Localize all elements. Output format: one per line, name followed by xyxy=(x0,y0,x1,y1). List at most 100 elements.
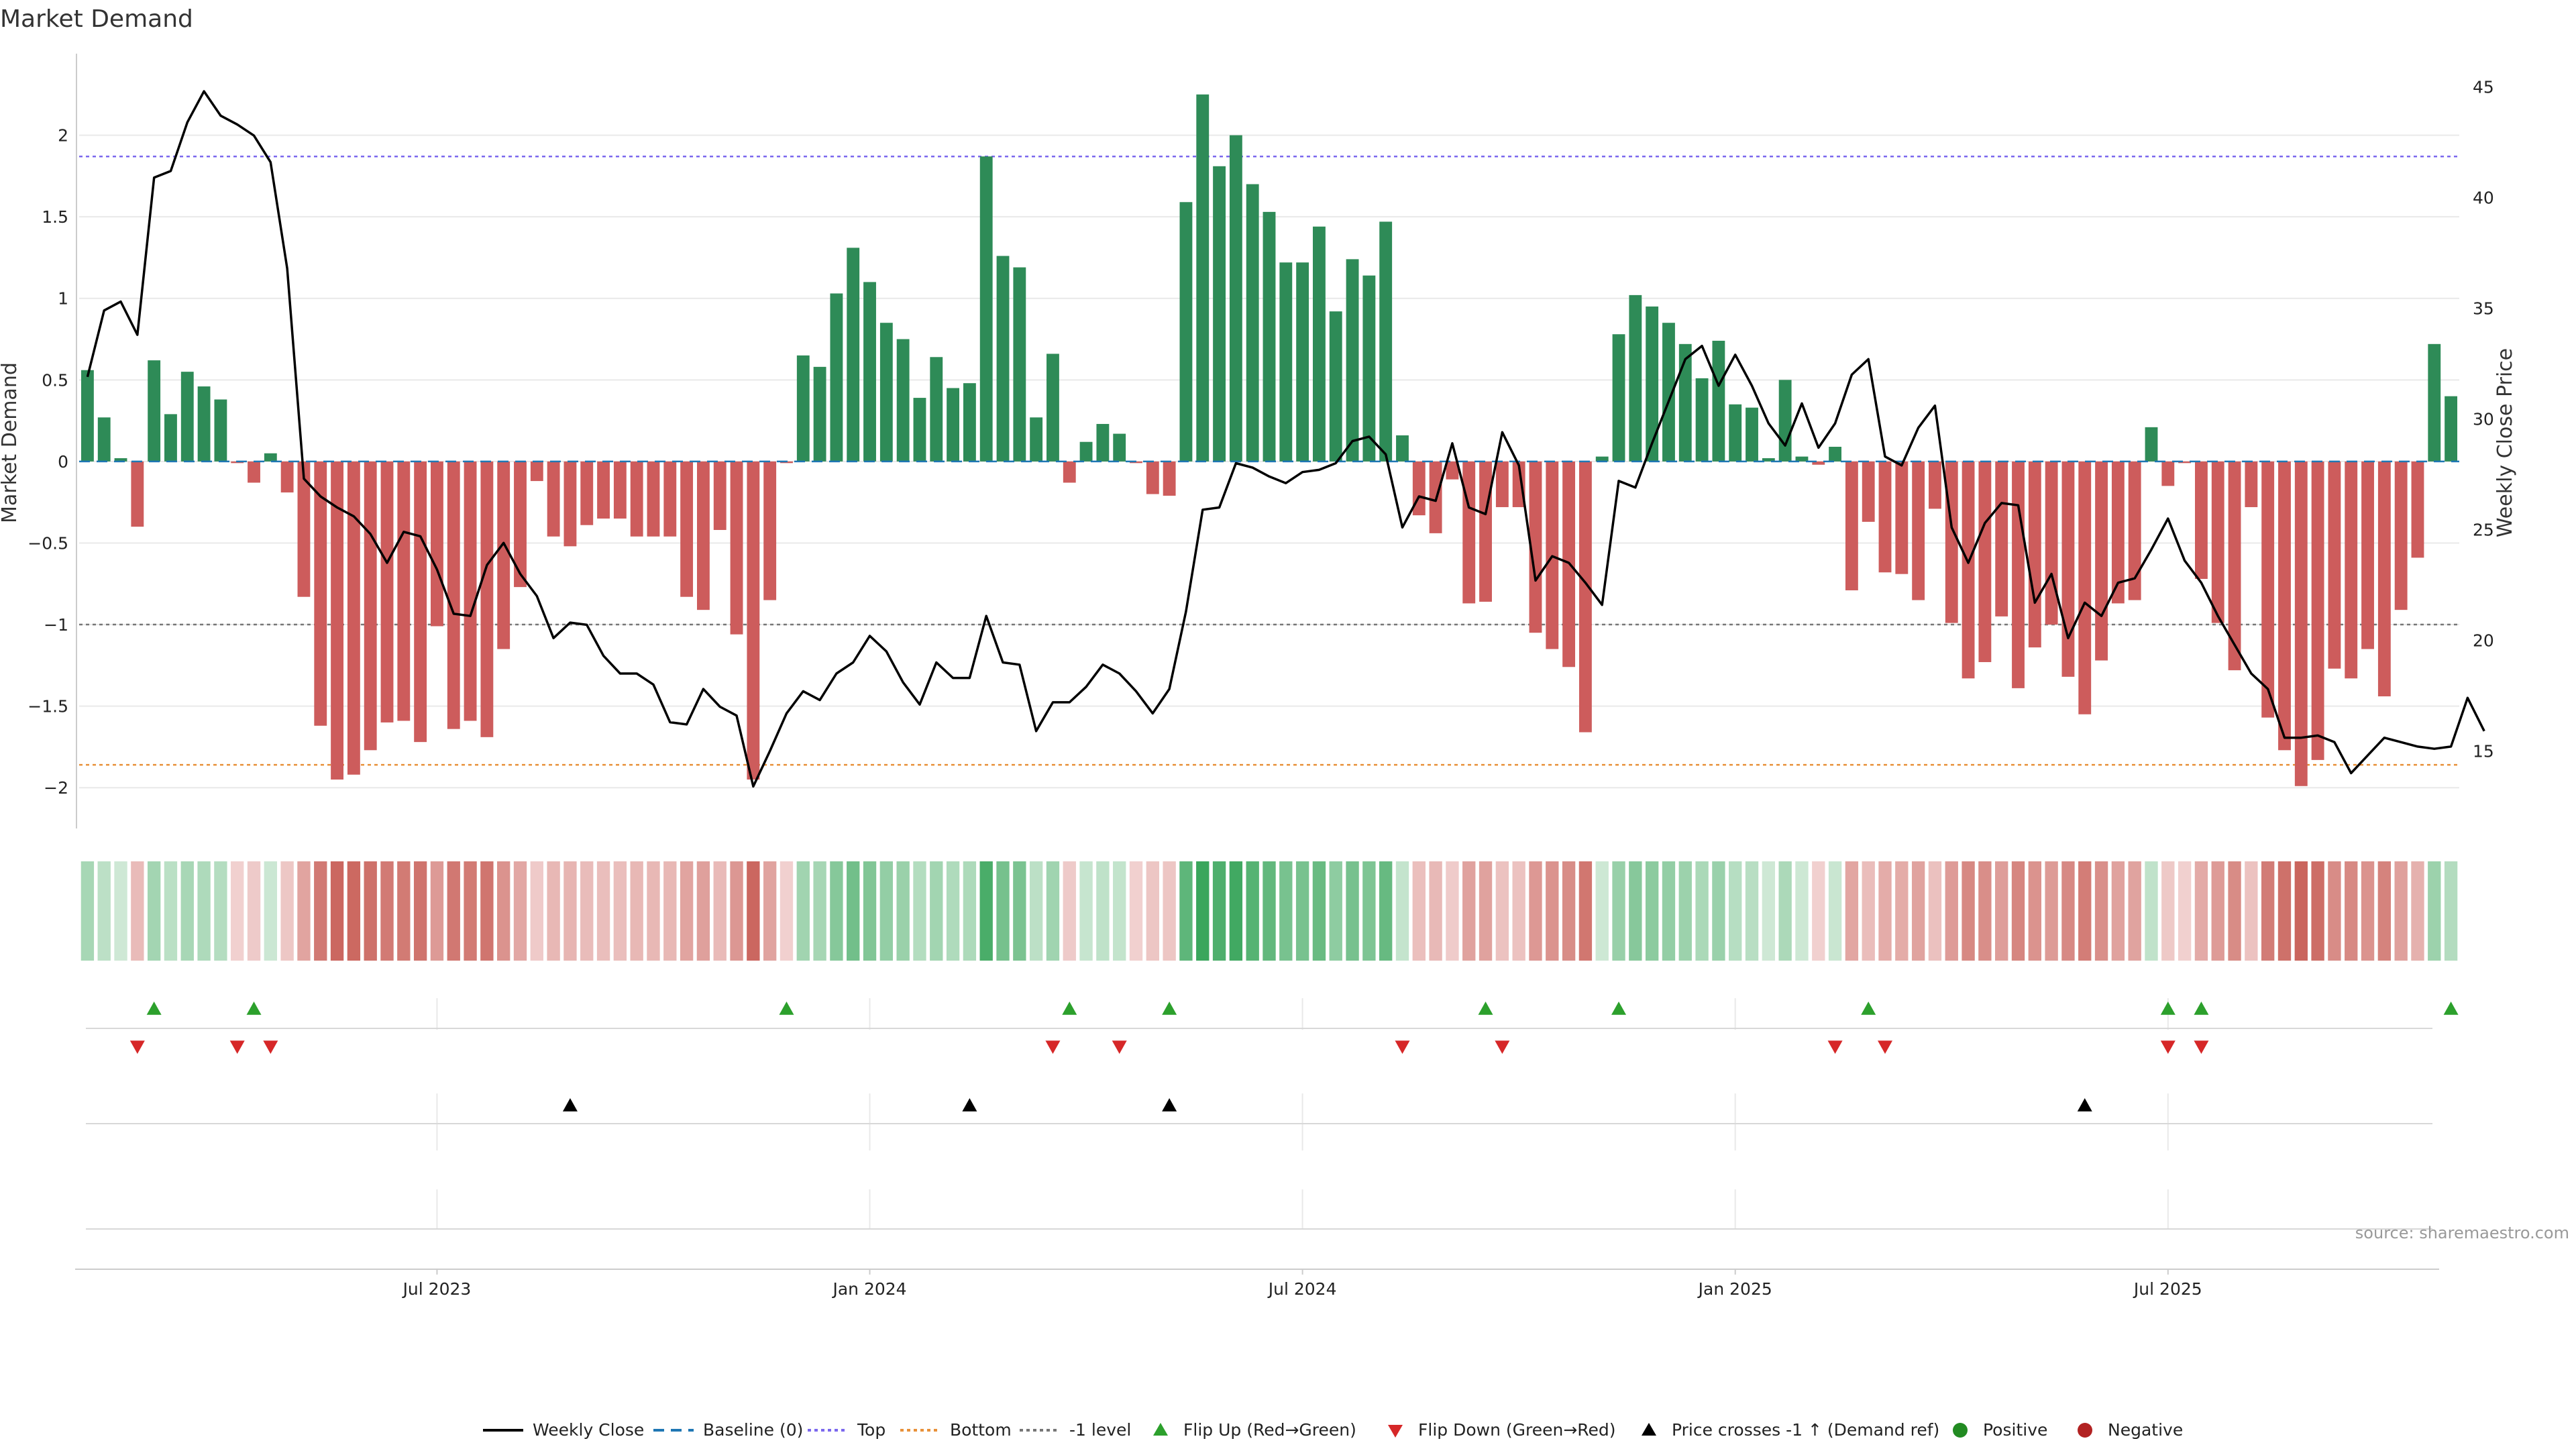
legend-item: Top xyxy=(808,1420,885,1440)
heat-cell xyxy=(97,861,111,961)
demand-bar xyxy=(1063,461,1076,483)
demand-bar xyxy=(1163,461,1176,496)
heat-cell xyxy=(613,861,627,961)
heat-cell xyxy=(1678,861,1692,961)
legend-swatch xyxy=(2078,1423,2092,1438)
demand-bar xyxy=(1712,340,1725,462)
flip-down-marker xyxy=(1045,1040,1061,1054)
heat-cell xyxy=(730,861,743,961)
demand-bar xyxy=(214,399,227,462)
demand-bar xyxy=(331,461,344,780)
heat-cell xyxy=(1529,861,1542,961)
demand-bar xyxy=(1146,461,1159,494)
heat-cell xyxy=(596,861,610,961)
heat-cell xyxy=(2411,861,2424,961)
heat-cell xyxy=(1512,861,1525,961)
demand-bar xyxy=(1795,456,1809,462)
left-tick-label: 0.5 xyxy=(42,370,68,390)
heat-cell xyxy=(1762,861,1776,961)
demand-bar xyxy=(1845,461,1858,590)
heat-cell xyxy=(1013,861,1026,961)
heat-cell xyxy=(513,861,527,961)
heat-cell xyxy=(447,861,460,961)
demand-bar xyxy=(97,417,111,462)
heat-cell xyxy=(1029,861,1043,961)
demand-bar xyxy=(1462,461,1476,604)
heat-cell xyxy=(747,861,760,961)
demand-bar xyxy=(280,461,294,493)
heat-cell xyxy=(380,861,394,961)
heat-cell xyxy=(1662,861,1676,961)
demand-bar xyxy=(1578,461,1592,733)
demand-bar xyxy=(680,461,694,597)
flip-up-marker xyxy=(2194,1002,2209,1015)
demand-bar xyxy=(1762,458,1775,462)
heat-cell xyxy=(1562,861,1576,961)
heat-cell xyxy=(1329,861,1342,961)
demand-bar xyxy=(180,372,194,462)
demand-bar xyxy=(2045,461,2058,625)
legend-item: Weekly Close xyxy=(483,1420,644,1440)
demand-bar xyxy=(2194,461,2208,579)
heat-cell xyxy=(2094,861,2108,961)
demand-bar xyxy=(2328,461,2341,669)
demand-bar xyxy=(2411,461,2424,558)
flip-up-marker xyxy=(2160,1002,2176,1015)
legend-label: Baseline (0) xyxy=(703,1420,803,1440)
demand-bar xyxy=(1995,461,2008,616)
heat-cell xyxy=(1163,861,1176,961)
left-tick-label: 1.5 xyxy=(42,207,68,227)
demand-bar xyxy=(447,461,460,729)
x-tick-label: Jan 2025 xyxy=(1697,1279,1772,1299)
heat-cell xyxy=(2228,861,2241,961)
demand-bar xyxy=(580,461,594,525)
heat-cell xyxy=(896,861,910,961)
demand-bar xyxy=(164,414,177,462)
heat-cell xyxy=(813,861,826,961)
heat-cell xyxy=(2211,861,2224,961)
heat-cell xyxy=(913,861,926,961)
heat-cell xyxy=(1046,861,1060,961)
left-y-axis: 2 1.5 1 0.5 0 −0.5 −1 −1.5 −2 xyxy=(28,54,77,828)
heat-cell xyxy=(1229,861,1243,961)
legend: Weekly Close Baseline (0) Top Bottom -1 leve… xyxy=(483,1420,2183,1440)
demand-bar xyxy=(1678,343,1692,462)
right-tick-label: 20 xyxy=(2473,631,2494,651)
demand-bar xyxy=(847,248,860,462)
x-axis: Jul 2023 Jan 2024 Jul 2024 Jan 2025 Jul 2025 xyxy=(402,1269,2202,1299)
legend-label: Bottom xyxy=(950,1420,1012,1440)
flip-up-marker xyxy=(146,1002,162,1015)
heat-cell xyxy=(247,861,261,961)
right-axis-label: Weekly Close Price xyxy=(2493,348,2517,537)
right-y-axis: 45 40 35 30 25 20 15 xyxy=(2473,78,2494,761)
demand-bar xyxy=(297,461,311,597)
source-note: source: sharemaestro.com xyxy=(2355,1224,2569,1242)
demand-bar xyxy=(380,461,394,722)
heat-cell xyxy=(547,861,560,961)
demand-bar xyxy=(2211,461,2224,623)
demand-bar xyxy=(1829,447,1842,462)
event-markers-panel xyxy=(75,998,2459,1270)
legend-item: -1 level xyxy=(1020,1420,1131,1440)
left-tick-label: 0 xyxy=(58,452,68,472)
heat-cell xyxy=(2294,861,2308,961)
heat-cell xyxy=(696,861,710,961)
heat-cell xyxy=(1263,861,1276,961)
heat-cell xyxy=(280,861,294,961)
heat-cell xyxy=(930,861,943,961)
demand-bar xyxy=(1895,461,1909,574)
demand-bar xyxy=(1346,259,1359,462)
heat-cell xyxy=(480,861,494,961)
left-tick-label: −1 xyxy=(44,615,68,635)
legend-swatch xyxy=(1388,1425,1403,1438)
flip-down-marker xyxy=(129,1040,145,1054)
heat-cell xyxy=(1129,861,1143,961)
right-tick-label: 15 xyxy=(2473,742,2494,761)
left-tick-label: 2 xyxy=(58,126,68,146)
heat-cell xyxy=(1795,861,1809,961)
heat-cell xyxy=(1911,861,1925,961)
demand-bar xyxy=(863,282,876,462)
demand-bar xyxy=(1595,456,1609,462)
flip-down-marker xyxy=(1112,1040,1127,1054)
